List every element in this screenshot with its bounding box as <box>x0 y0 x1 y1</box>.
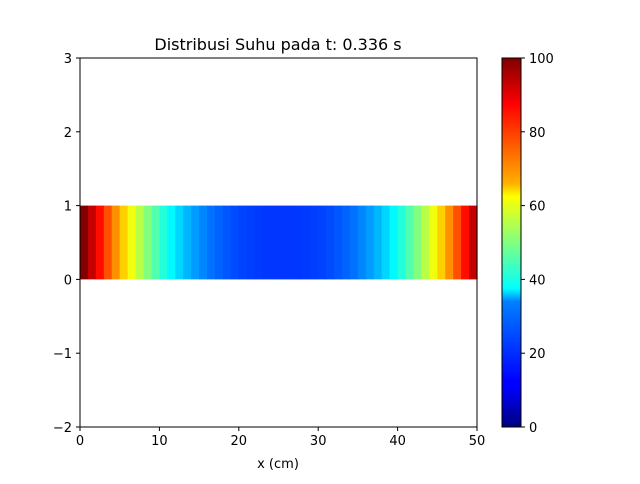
heatmap-cell <box>135 205 145 280</box>
heatmap-cell <box>262 205 272 280</box>
colorbar-frame <box>501 57 522 428</box>
heatmap-cell <box>238 205 248 280</box>
heatmap-cell <box>357 205 367 280</box>
heatmap-cell <box>365 205 375 280</box>
x-tick-label: 30 <box>310 434 327 449</box>
heatmap-cell <box>318 205 327 280</box>
plot-frame <box>79 57 478 428</box>
heatmap-cell <box>326 205 335 280</box>
heatmap-cell <box>207 205 216 280</box>
x-axis: 0 10 20 30 40 50 <box>76 427 485 449</box>
colorbar-tick-label: 0 <box>529 421 537 436</box>
heatmap-cell <box>167 205 176 280</box>
x-tick-label: 0 <box>76 434 84 449</box>
heatmap-cell <box>461 205 470 280</box>
y-tick-label: 2 <box>64 126 72 141</box>
heatmap-cell <box>381 205 391 280</box>
heatmap-cell <box>469 205 478 280</box>
heatmap-cell <box>199 205 208 280</box>
heatmap-cell <box>159 205 168 280</box>
heatmap-cell <box>175 205 184 280</box>
heatmap-cell <box>80 205 89 280</box>
y-axis: −2 −1 0 1 2 3 <box>53 52 80 436</box>
heatmap-cell <box>103 205 113 280</box>
heatmap-cell <box>429 205 438 280</box>
colorbar-ticks: 0 20 40 60 80 100 <box>521 52 554 436</box>
y-tick-label: 3 <box>64 52 72 67</box>
heatmap-cell <box>151 205 160 280</box>
x-axis-label: x (cm) <box>257 457 299 472</box>
heatmap-cell <box>413 205 423 280</box>
heatmap-cell <box>270 205 280 280</box>
heatmap-cell <box>254 205 264 280</box>
y-tick-label: −2 <box>53 421 72 436</box>
colorbar-tick-label: 20 <box>529 347 546 362</box>
heatmap-cell <box>421 205 430 280</box>
y-tick-label: 0 <box>64 273 72 288</box>
colorbar-tick-label: 40 <box>529 273 546 288</box>
heatmap-cell <box>373 205 383 280</box>
heatmap-cell <box>445 205 454 280</box>
heatmap-cell <box>397 205 407 280</box>
heatmap-cell <box>95 205 105 280</box>
y-tick-label: −1 <box>53 347 72 362</box>
heatmap-cell <box>278 205 288 280</box>
colorbar-tick-label: 60 <box>529 200 546 215</box>
colorbar: 0 20 40 60 80 100 <box>501 52 554 436</box>
heatmap-cell <box>246 205 256 280</box>
heatmap-cell <box>214 205 224 280</box>
heatmap-cell <box>453 205 462 280</box>
heatmap-cell <box>310 205 319 280</box>
x-tick-label: 40 <box>389 434 406 449</box>
x-tick-label: 50 <box>469 434 486 449</box>
heatmap-cell <box>143 205 153 280</box>
heatmap-cells <box>80 205 478 280</box>
heatmap-cell <box>349 205 359 280</box>
heatmap-cell <box>230 205 240 280</box>
heatmap-cell <box>437 205 446 280</box>
heatmap-cell <box>183 205 192 280</box>
heatmap-cell <box>302 205 311 280</box>
heatmap-cell <box>286 205 295 280</box>
y-tick-label: 1 <box>64 200 72 215</box>
heatmap-cell <box>111 205 121 280</box>
colorbar-gradient <box>502 58 521 427</box>
heatmap-cell <box>294 205 303 280</box>
colorbar-tick-label: 100 <box>529 52 554 67</box>
x-tick-label: 10 <box>151 434 168 449</box>
heatmap-cell <box>87 205 97 280</box>
colorbar-tick-label: 80 <box>529 126 546 141</box>
heatmap-cell <box>222 205 232 280</box>
chart-title: Distribusi Suhu pada t: 0.336 s <box>154 35 401 54</box>
heatmap-cell <box>342 205 351 280</box>
heatmap-cell <box>405 205 415 280</box>
heatmap-cell <box>127 205 137 280</box>
heatmap-cell <box>191 205 200 280</box>
heatmap-cell <box>389 205 399 280</box>
x-tick-label: 20 <box>231 434 248 449</box>
heatmap-cell <box>119 205 129 280</box>
heatmap-cell <box>334 205 343 280</box>
